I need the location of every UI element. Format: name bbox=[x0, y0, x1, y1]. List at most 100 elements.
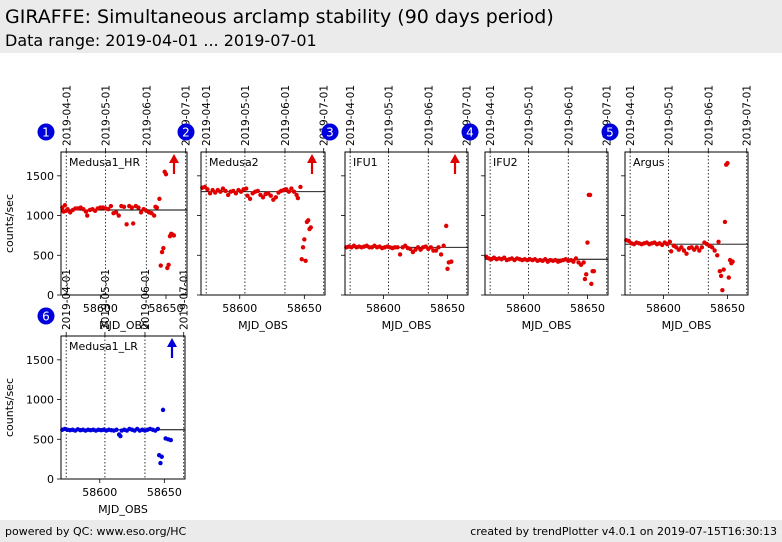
data-point bbox=[308, 225, 313, 230]
x-axis-label: MJD_OBS bbox=[382, 319, 432, 332]
out-of-range-arrowhead bbox=[450, 154, 460, 163]
data-point bbox=[273, 195, 279, 200]
x-tick-label: 58600 bbox=[506, 302, 541, 315]
series-label: IFU2 bbox=[493, 156, 518, 169]
data-point bbox=[589, 281, 594, 287]
chart-panel-4: 4 2019-04-01 2019-05-01 2019-06-01 2019-07-0… bbox=[461, 85, 614, 332]
footer-bar: powered by QC: www.eso.org/HC created by… bbox=[0, 520, 782, 542]
data-point bbox=[298, 184, 303, 190]
data-point bbox=[681, 248, 687, 253]
data-point bbox=[268, 193, 273, 198]
data-point bbox=[299, 257, 304, 262]
data-point bbox=[584, 272, 589, 277]
x-axis-label: MJD_OBS bbox=[238, 319, 288, 332]
data-point bbox=[136, 205, 141, 210]
data-point bbox=[163, 172, 169, 177]
data-point bbox=[679, 245, 684, 250]
chart-panel-5: 5 2019-04-01 2019-05-01 2019-06-01 2019-07-0… bbox=[601, 85, 754, 332]
panel-frame bbox=[624, 151, 749, 296]
series-label: Argus bbox=[633, 156, 665, 169]
y-tick-label: 0 bbox=[47, 289, 54, 302]
panel-frame bbox=[484, 151, 609, 296]
out-of-range-arrowhead bbox=[167, 338, 177, 347]
date-tick-label: 2019-05-01 bbox=[101, 85, 113, 146]
data-point bbox=[441, 243, 446, 248]
out-of-range-arrowhead bbox=[307, 154, 317, 163]
data-point bbox=[85, 213, 90, 218]
panel-number-badge bbox=[321, 123, 339, 141]
out-of-range-arrowhead bbox=[169, 154, 179, 163]
x-tick-label: 58600 bbox=[82, 486, 117, 499]
data-point bbox=[207, 191, 213, 196]
panel-number: 5 bbox=[606, 126, 614, 140]
x-tick-label: 58650 bbox=[147, 486, 182, 499]
data-point bbox=[306, 218, 311, 223]
date-tick-label: 2019-04-01 bbox=[485, 85, 497, 146]
panel-number-badge bbox=[37, 123, 55, 141]
data-point bbox=[218, 189, 223, 194]
data-point bbox=[116, 213, 121, 218]
data-point bbox=[129, 205, 135, 210]
x-axis-label: MJD_OBS bbox=[522, 319, 572, 332]
data-point bbox=[300, 245, 306, 250]
x-axis-label: MJD_OBS bbox=[662, 319, 712, 332]
data-point bbox=[436, 245, 441, 250]
data-point bbox=[160, 407, 166, 413]
date-tick-label: 2019-04-01 bbox=[61, 85, 73, 146]
x-tick-label: 58650 bbox=[570, 302, 605, 315]
header-bar: GIRAFFE: Simultaneous arclamp stability … bbox=[0, 0, 782, 53]
data-point bbox=[295, 195, 301, 201]
panel-number-badge bbox=[461, 123, 479, 141]
data-point bbox=[205, 187, 210, 192]
data-point bbox=[65, 207, 70, 212]
panel-number: 1 bbox=[42, 126, 50, 140]
data-point bbox=[233, 191, 239, 196]
chart-panel-6: 6 2019-04-01 2019-05-01 2019-06-01 2019-07-0… bbox=[3, 269, 191, 516]
data-point bbox=[712, 248, 717, 253]
x-tick-label: 58600 bbox=[366, 302, 401, 315]
data-point bbox=[667, 239, 673, 244]
data-point bbox=[668, 249, 674, 254]
date-tick-label: 2019-05-01 bbox=[100, 269, 112, 330]
x-tick-label: 58600 bbox=[222, 302, 257, 315]
data-point bbox=[225, 192, 231, 198]
data-point bbox=[449, 259, 454, 264]
y-tick-label: 1000 bbox=[26, 210, 54, 223]
y-tick-label: 500 bbox=[33, 433, 54, 446]
data-point bbox=[151, 213, 157, 218]
data-point bbox=[303, 258, 308, 264]
panel-number-badge bbox=[601, 123, 619, 141]
data-point bbox=[168, 437, 173, 443]
data-point bbox=[244, 186, 249, 191]
chart-panel-3: 3 2019-04-01 2019-05-01 2019-06-01 2019-07-0… bbox=[321, 85, 474, 332]
data-point bbox=[247, 196, 253, 202]
data-point bbox=[722, 219, 728, 225]
data-point bbox=[113, 210, 119, 215]
data-point bbox=[428, 245, 434, 250]
footer-credit: powered by QC: www.eso.org/HC bbox=[5, 525, 187, 538]
data-point bbox=[171, 233, 177, 238]
date-tick-label: 2019-05-01 bbox=[524, 85, 536, 146]
data-point bbox=[245, 193, 250, 198]
chart-grid: 1 2019-04-01 2019-05-01 2019-06-01 2019-07-0… bbox=[3, 85, 754, 516]
data-point bbox=[444, 223, 449, 229]
data-point bbox=[291, 189, 297, 194]
data-point bbox=[114, 427, 119, 432]
data-point bbox=[255, 188, 261, 194]
data-point bbox=[158, 263, 163, 268]
data-point bbox=[157, 196, 162, 202]
y-axis-label: counts/sec bbox=[3, 194, 16, 253]
date-tick-label: 2019-04-01 bbox=[345, 85, 357, 146]
chart-panel-1: 1 2019-04-01 2019-05-01 2019-06-01 2019-07-0… bbox=[3, 85, 193, 332]
data-point bbox=[591, 268, 597, 274]
date-tick-label: 2019-05-01 bbox=[384, 85, 396, 146]
data-point bbox=[445, 266, 450, 271]
y-axis-label: counts/sec bbox=[3, 378, 16, 437]
data-point bbox=[726, 275, 731, 280]
data-point bbox=[397, 252, 403, 257]
x-tick-label: 58650 bbox=[710, 302, 745, 315]
data-point bbox=[155, 426, 161, 432]
data-point bbox=[697, 248, 702, 253]
data-point bbox=[302, 237, 307, 242]
data-point bbox=[118, 433, 123, 439]
